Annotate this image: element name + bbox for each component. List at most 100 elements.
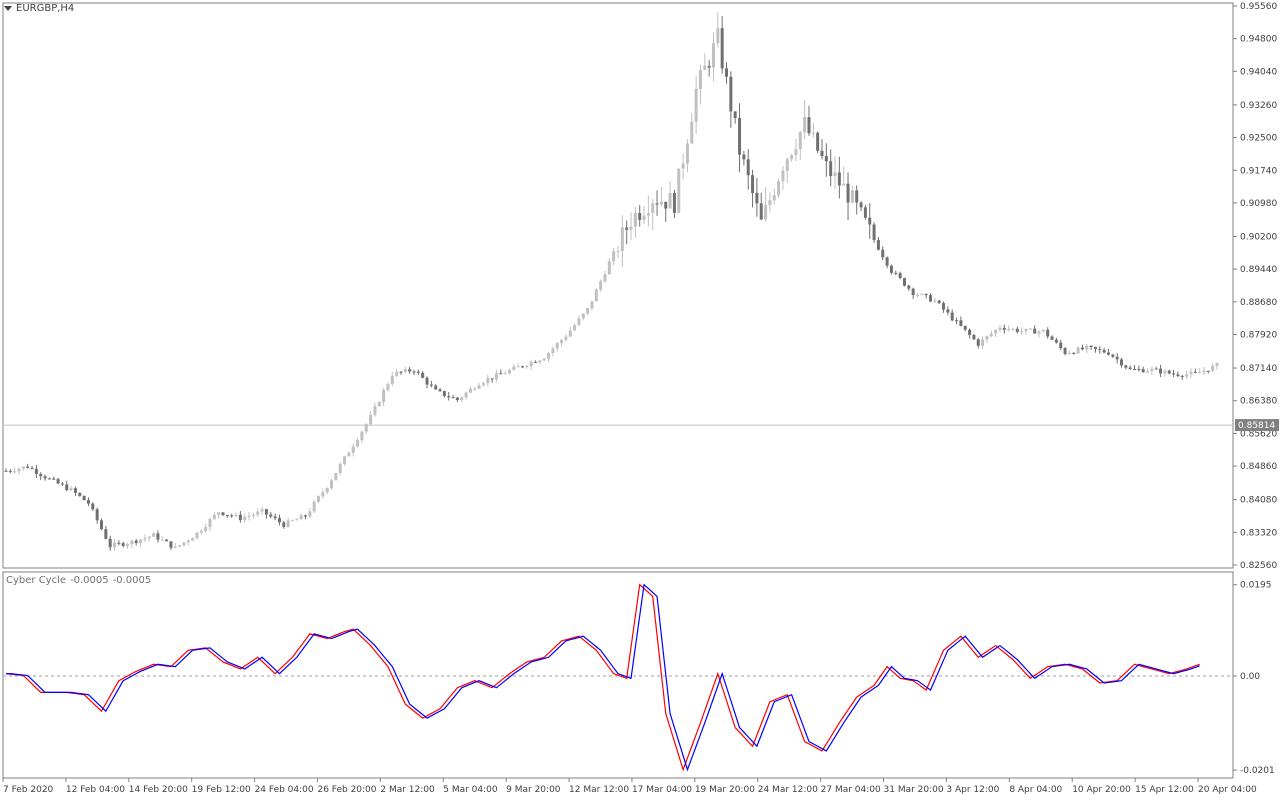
candle-body [929,295,933,302]
candle-body [1037,331,1041,334]
candle-body [1128,367,1132,369]
candle-body [803,117,807,133]
candle-body [768,200,772,206]
candle-body [547,353,551,359]
candle-body [195,532,199,539]
candle-body [238,514,242,521]
candle-body [955,320,959,322]
candle-body [911,288,915,295]
candle-body [642,215,646,220]
candle-body [429,384,433,386]
candle-body [330,480,334,489]
price-axis[interactable]: 0.95560 0.94800 0.94040 0.93260 0.92500 0.917… [1233,2,1279,571]
candle-body [1020,331,1024,333]
price-tick-label: 0.84080 [1240,496,1277,506]
candle-body [872,224,876,241]
price-tick-label: 0.89440 [1240,265,1277,275]
time-axis[interactable]: 7 Feb 2020 12 Feb 04:00 14 Feb 20:00 19 Feb… [2,778,1257,795]
candle-body [707,65,711,68]
candle-body [408,369,412,372]
candle-body [868,217,872,225]
candle-body [212,514,216,520]
candle-body [86,500,90,504]
indicator-axis[interactable]: 0.0195 0.00 -0.0201 [1233,581,1275,776]
candle-body [312,501,316,512]
candles[interactable] [4,12,1219,551]
price-tick-label: 0.83320 [1240,528,1277,538]
candle-body [772,195,776,201]
time-tick-label: 12 Feb 04:00 [66,785,125,795]
candle-body [191,538,195,541]
candle-body [347,452,351,457]
candle-body [321,492,325,497]
candle-body [1193,371,1197,373]
indicator-value-1: -0.0005 [70,575,109,586]
time-tick-label: 3 Apr 12:00 [946,785,999,795]
candle-body [26,466,30,468]
time-tick-label: 14 Feb 20:00 [129,785,188,795]
candle-body [1007,328,1011,330]
candle-body [499,373,503,375]
candle-body [1059,342,1063,349]
candle-body [269,514,273,517]
time-tick-label: 19 Feb 12:00 [192,785,251,795]
candle-body [1080,347,1084,350]
candle-body [1093,346,1097,350]
candle-body [525,366,529,368]
candle-body [1146,371,1150,373]
candle-body [664,201,668,209]
candle-body [1002,327,1006,330]
candle-body [881,249,885,258]
candle-body [481,383,485,386]
candle-body [1011,328,1015,330]
price-tick-label: 0.87920 [1240,331,1277,341]
candle-body [1072,352,1076,354]
candle-body [738,118,742,155]
candle-body [1189,371,1193,375]
candle-body [1063,348,1067,354]
candle-body [503,373,507,375]
candle-body [777,181,781,196]
candle-body [655,203,659,205]
candle-body [863,207,867,218]
candle-body [590,301,594,309]
candle-body [473,388,477,390]
time-tick-label: 10 Apr 20:00 [1072,785,1131,795]
candle-body [165,539,169,542]
candle-body [343,456,347,464]
time-tick-label: 9 Mar 20:00 [506,785,561,795]
chevron-down-icon[interactable] [4,6,12,11]
candle-body [1150,368,1154,372]
candle-body [156,533,160,540]
candle-body [1211,365,1215,372]
candle-body [625,227,629,230]
candle-body [907,285,911,289]
price-tick-label: 0.91740 [1240,166,1277,176]
candle-body [668,192,672,209]
candle-body [360,431,364,441]
symbol-label[interactable]: EURGBP,H4 [4,3,74,14]
price-tick-label: 0.88680 [1240,298,1277,308]
candle-body [234,514,238,516]
candle-body [60,483,64,485]
candle-body [703,65,707,70]
candle-body [946,309,950,313]
candle-body [186,540,190,543]
candle-body [1115,356,1119,360]
candle-body [403,369,407,372]
indicator-label[interactable]: Cyber Cycle -0.0005 -0.0005 [6,575,151,586]
candle-body [885,257,889,266]
candle-body [915,294,919,296]
candle-body [139,539,143,544]
candle-body [1180,375,1184,377]
candle-body [1028,328,1032,330]
price-tick-label: 0.94040 [1240,67,1277,77]
candle-body [225,515,229,517]
candle-body [356,440,360,447]
candle-body [217,512,221,515]
candle-body [976,339,980,346]
time-tick-label: 15 Apr 12:00 [1135,785,1194,795]
candle-body [659,201,663,205]
candle-body [91,503,95,510]
